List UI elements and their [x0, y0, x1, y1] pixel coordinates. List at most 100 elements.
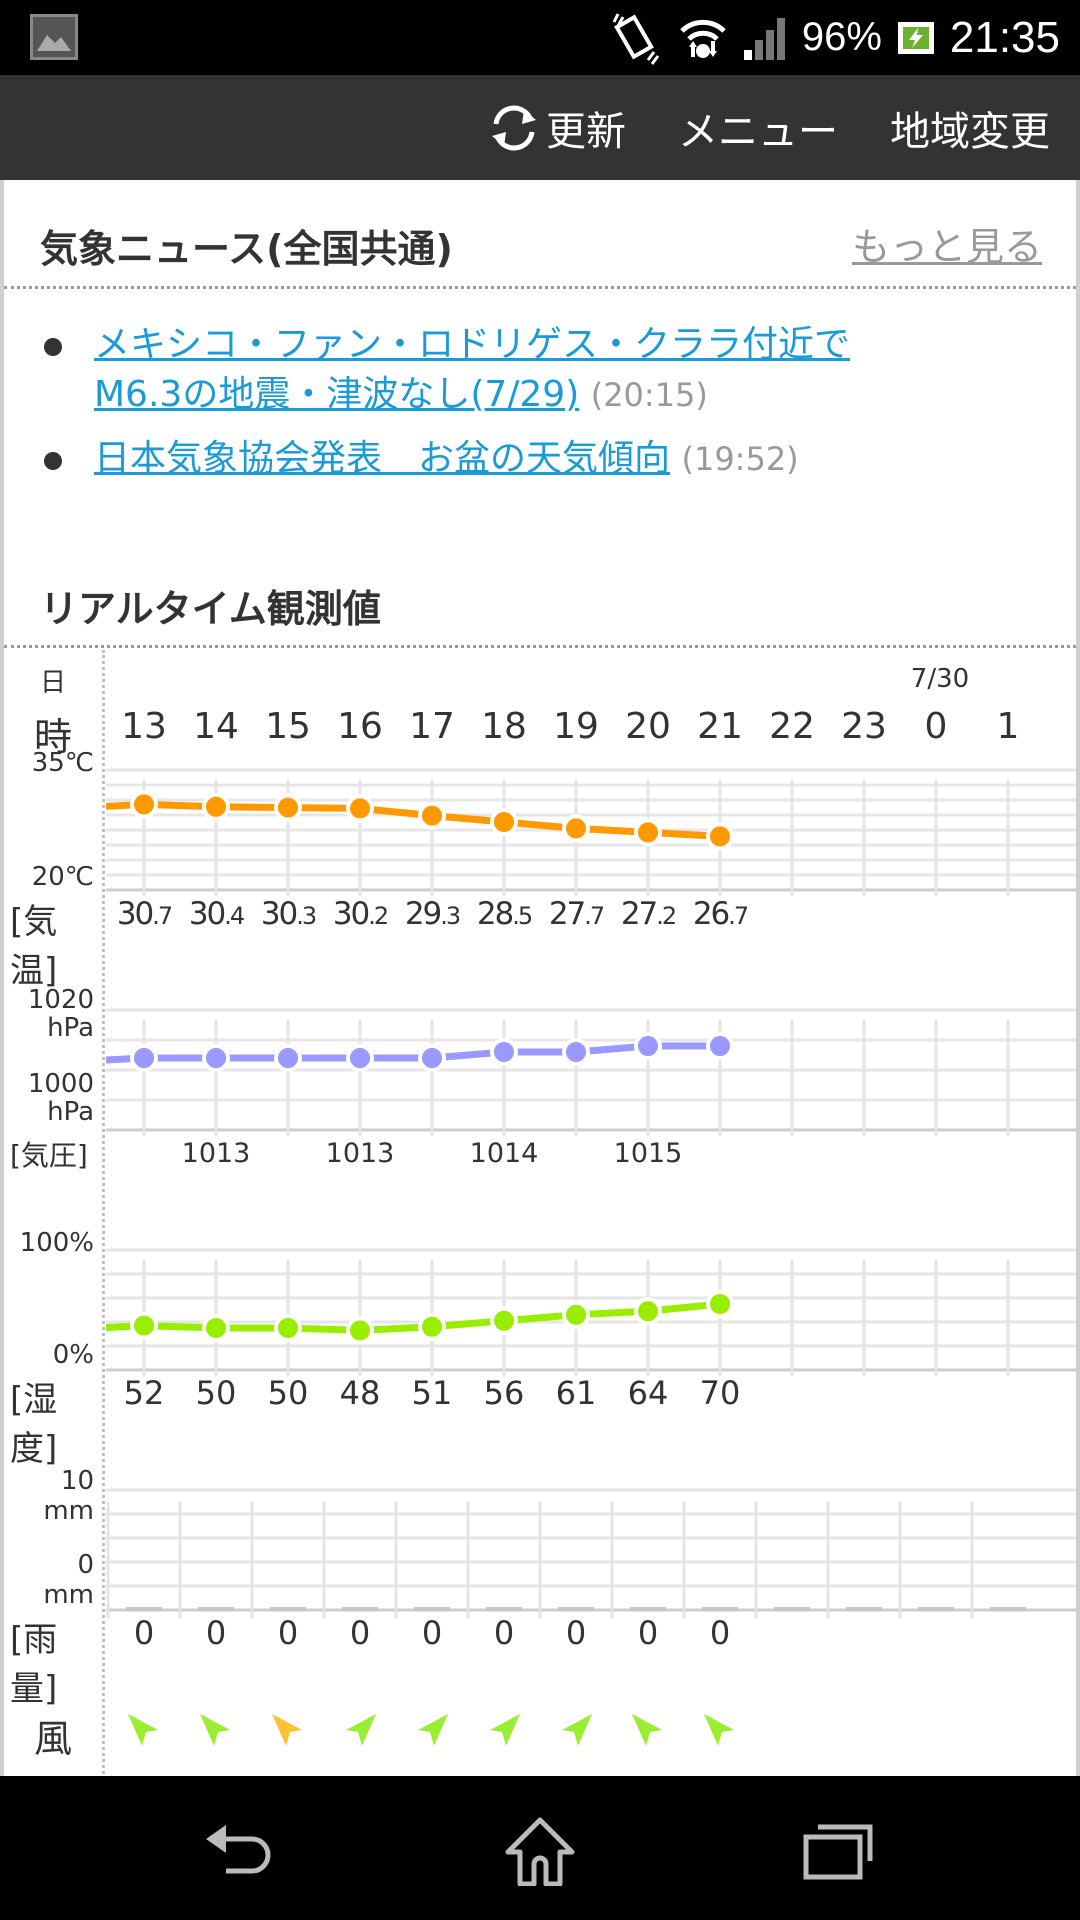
hour-cell: 15 [265, 706, 311, 747]
pressure-chart [106, 1008, 1076, 1136]
news-item: メキシコ・ファン・ロドリゲス・クララ付近で M6.3の地震・津波なし(7/29) … [4, 320, 1076, 420]
wind-arrow-nw-icon [704, 1714, 734, 1746]
observations-section-title: リアルタイム観測値 [40, 587, 381, 631]
change-region-button[interactable]: 地域変更 [890, 99, 1050, 157]
menu-label: メニュー [678, 108, 838, 155]
rainfall-value: 0 [133, 1614, 155, 1652]
rainfall-value: 0 [709, 1614, 731, 1652]
hour-label: 時 [33, 715, 72, 759]
humidity-value: 48 [339, 1374, 381, 1412]
humidity-value: 50 [195, 1374, 237, 1412]
news-link[interactable]: メキシコ・ファン・ロドリゲス・クララ付近で M6.3の地震・津波なし(7/29) [94, 324, 851, 415]
temperature-value: 30.2 [332, 896, 389, 932]
refresh-label: 更新 [546, 108, 626, 155]
hour-cell: 0 [924, 706, 948, 747]
temperature-chart [106, 768, 1076, 896]
hour-cell: 20 [625, 706, 671, 747]
hour-cell: 19 [553, 706, 599, 747]
hour-cell: 1 [996, 706, 1020, 747]
news-list: メキシコ・ファン・ロドリゲス・クララ付近で M6.3の地震・津波なし(7/29) … [4, 320, 1076, 498]
humidity-axis-top: 100% [19, 1228, 94, 1258]
bullet-icon [44, 452, 62, 470]
rainfall-value: 0 [637, 1614, 659, 1652]
main-content[interactable]: 気象ニュース(全国共通) もっと見る メキシコ・ファン・ロドリゲス・クララ付近で… [0, 180, 1080, 1776]
news-time: (19:52) [681, 440, 799, 478]
status-bar: 96% 21:35 [0, 0, 1080, 75]
news-divider [4, 286, 1076, 289]
rainfall-value: 0 [565, 1614, 587, 1652]
news-time: (20:15) [590, 376, 708, 414]
wind-arrow-ne-icon [346, 1714, 376, 1746]
back-icon [206, 1825, 271, 1874]
wifi-icon [680, 19, 726, 58]
pressure-label: [気圧] [10, 1139, 88, 1172]
hour-cell: 18 [481, 706, 527, 747]
pressure-axis-top: 1020 hPa [27, 985, 94, 1043]
more-news-link[interactable]: もっと見る [851, 225, 1042, 269]
temperature-value: 27.7 [548, 896, 605, 932]
temperature-value: 28.5 [476, 896, 533, 932]
rainfall-value: 0 [277, 1614, 299, 1652]
recent-apps-button[interactable] [780, 1806, 900, 1896]
humidity-value: 56 [483, 1374, 525, 1412]
humidity-value: 51 [411, 1374, 453, 1412]
app-toolbar: 更新 メニュー 地域変更 [0, 75, 1080, 180]
rain-axis-bottom: 0 mm [43, 1550, 94, 1610]
wind-arrow-nw-icon [632, 1714, 662, 1746]
humidity-chart [106, 1248, 1076, 1376]
battery-percentage: 96% [801, 15, 882, 59]
news-link[interactable]: 日本気象協会発表 お盆の天気傾向 [94, 438, 671, 479]
rainfall-value: 0 [349, 1614, 371, 1652]
wind-arrow-nw-icon [272, 1714, 302, 1746]
humidity-value: 50 [267, 1374, 309, 1412]
humidity-value: 61 [555, 1374, 597, 1412]
vibrate-icon [612, 12, 660, 65]
back-button[interactable] [180, 1806, 300, 1896]
observations-table: 日 7/30 時 35℃ 20℃ [気温] 1020 hPa 1000 hPa [気… [4, 650, 1076, 1776]
day-label: 日 [39, 668, 66, 698]
temperature-label: [気温] [10, 902, 58, 991]
hour-cell: 14 [193, 706, 239, 747]
temperature-value: 27.2 [620, 896, 677, 932]
wind-arrow-ne-icon [490, 1714, 520, 1746]
hour-cell: 16 [337, 706, 383, 747]
pressure-axis-bottom: 1000 hPa [27, 1069, 94, 1127]
home-button[interactable] [480, 1806, 600, 1896]
refresh-button[interactable]: 更新 [486, 99, 626, 157]
wind-arrow-ne-icon [418, 1714, 448, 1746]
bullet-icon [44, 338, 62, 356]
hour-cell: 17 [409, 706, 455, 747]
temp-axis-bottom: 20℃ [31, 862, 94, 892]
gallery-notification-icon [30, 14, 78, 60]
label-column-divider [102, 650, 105, 1776]
hour-cell: 22 [769, 706, 815, 747]
temperature-value: 30.3 [260, 896, 317, 932]
hour-cell: 13 [121, 706, 167, 747]
temp-axis-top: 35℃ [31, 748, 94, 778]
wind-arrow-nw-icon [200, 1714, 230, 1746]
rainfall-value: 0 [493, 1614, 515, 1652]
menu-button[interactable]: メニュー [678, 99, 838, 157]
battery-charging-icon [897, 21, 934, 54]
change-region-label: 地域変更 [890, 108, 1050, 155]
pressure-value: 1014 [469, 1138, 539, 1169]
navigation-bar [0, 1776, 1080, 1920]
temperature-value: 26.7 [692, 896, 749, 932]
rainfall-value: 0 [205, 1614, 227, 1652]
humidity-value: 64 [627, 1374, 669, 1412]
rainfall-chart [106, 1488, 1076, 1618]
humidity-axis-bottom: 0% [52, 1340, 94, 1370]
temperature-value: 30.7 [116, 896, 173, 932]
rain-axis-top: 10 mm [43, 1466, 94, 1526]
refresh-icon [492, 105, 536, 150]
news-section-title: 気象ニュース(全国共通) [40, 227, 453, 271]
news-item: 日本気象協会発表 お盆の天気傾向 (19:52) [4, 434, 1076, 484]
home-icon [505, 1817, 575, 1886]
pressure-value: 1013 [325, 1138, 395, 1169]
temperature-value: 29.3 [404, 896, 461, 932]
humidity-value: 70 [699, 1374, 741, 1412]
pressure-value: 1015 [613, 1138, 683, 1169]
wind-label: 風 [33, 1717, 72, 1761]
rainfall-label: [雨量] [10, 1620, 58, 1709]
rainfall-value: 0 [421, 1614, 443, 1652]
